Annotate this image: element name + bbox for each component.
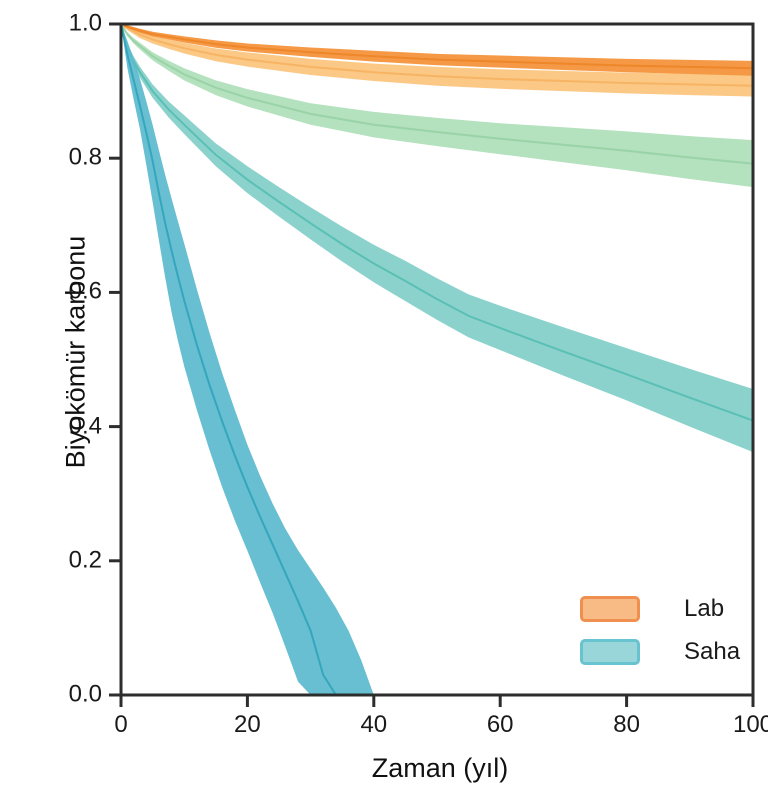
y-axis-title: Biyokömür karbonu bbox=[60, 235, 91, 469]
legend-label-lab: Lab bbox=[684, 595, 725, 622]
line-saha-teal-fast bbox=[120, 23, 337, 696]
line-green-band bbox=[120, 23, 754, 165]
x-tick-label-80: 80 bbox=[613, 711, 640, 738]
legend-label-saha: Saha bbox=[684, 638, 741, 665]
x-tick-label-0: 0 bbox=[114, 711, 128, 738]
saha-swatch bbox=[580, 639, 640, 665]
x-tick-label-20: 20 bbox=[234, 711, 261, 738]
plot-frame bbox=[119, 22, 755, 697]
line-lab-light-orange bbox=[120, 23, 754, 87]
lab-swatch bbox=[580, 596, 640, 622]
line-saha-teal-slow bbox=[120, 23, 754, 422]
y-tick-label-1.0: 1.0 bbox=[68, 9, 102, 37]
y-tick-label-0.0: 0.0 bbox=[68, 680, 102, 708]
y-tick-label-0.8: 0.8 bbox=[68, 143, 102, 171]
y-tick-label-0.2: 0.2 bbox=[68, 546, 102, 574]
legend-item-saha: Saha bbox=[580, 639, 740, 665]
x-tick-label-40: 40 bbox=[360, 711, 388, 738]
legend-item-lab: Lab bbox=[580, 596, 740, 622]
band-lab-light-orange bbox=[121, 24, 753, 97]
y-tick-label-0.6: 0.6 bbox=[68, 277, 102, 305]
y-tick-label-0.4: 0.4 bbox=[68, 412, 102, 440]
x-tick-label-100: 100 bbox=[732, 711, 768, 738]
band-green-band bbox=[121, 24, 753, 188]
band-lab-dark-orange bbox=[121, 24, 753, 76]
line-lab-dark-orange bbox=[120, 23, 754, 70]
legend: Lab Saha bbox=[580, 596, 740, 682]
x-axis-title: Zaman (yıl) bbox=[371, 753, 509, 783]
x-tick-label-60: 60 bbox=[486, 711, 514, 738]
band-saha-teal-slow bbox=[121, 24, 753, 453]
